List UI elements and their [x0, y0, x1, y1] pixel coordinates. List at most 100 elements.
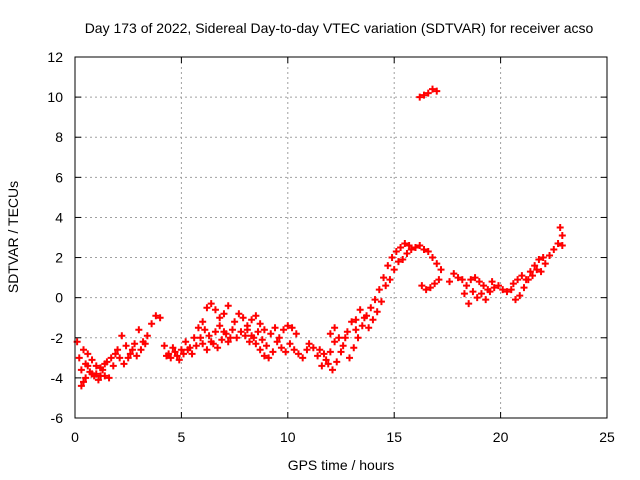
data-point — [324, 360, 332, 368]
data-point — [260, 352, 268, 360]
data-point — [254, 328, 262, 336]
data-point — [350, 344, 358, 352]
data-point — [450, 270, 458, 278]
data-point — [424, 89, 432, 97]
data-point — [486, 288, 494, 296]
data-point — [424, 248, 432, 256]
data-point — [416, 242, 424, 250]
y-tick-label: -4 — [51, 370, 64, 386]
data-point — [516, 292, 524, 300]
data-point — [109, 362, 117, 370]
data-point — [224, 302, 232, 310]
data-point — [331, 324, 339, 332]
data-point — [105, 374, 113, 382]
data-point — [303, 346, 311, 354]
data-point — [418, 282, 426, 290]
data-point — [137, 346, 145, 354]
data-point — [437, 266, 445, 274]
data-point — [124, 354, 132, 362]
data-point — [218, 336, 226, 344]
data-point — [405, 242, 413, 250]
data-point — [284, 322, 292, 330]
data-point — [184, 346, 192, 354]
data-point — [182, 338, 190, 346]
data-point — [207, 300, 215, 308]
data-point — [326, 330, 334, 338]
data-point — [360, 314, 368, 322]
data-point — [292, 330, 300, 338]
plot-frame — [74, 56, 608, 419]
data-point — [469, 288, 477, 296]
data-point — [488, 278, 496, 286]
data-point — [120, 360, 128, 368]
data-point — [358, 322, 366, 330]
data-point — [333, 358, 341, 366]
data-point — [494, 282, 502, 290]
data-point — [231, 318, 239, 326]
data-point — [271, 324, 279, 332]
data-point — [101, 360, 109, 368]
data-point — [177, 346, 185, 354]
data-point — [277, 344, 285, 352]
data-point — [160, 342, 168, 350]
data-point — [148, 320, 156, 328]
data-point — [348, 318, 356, 326]
data-point — [92, 362, 100, 370]
data-point — [514, 276, 522, 284]
data-point — [535, 256, 543, 264]
data-point — [97, 372, 105, 380]
data-point — [111, 350, 119, 358]
data-point — [346, 354, 354, 362]
data-point — [273, 338, 281, 346]
data-point — [258, 336, 266, 344]
data-point — [431, 280, 439, 288]
data-point — [203, 346, 211, 354]
data-point — [309, 344, 317, 352]
data-point — [392, 248, 400, 256]
chart-title: Day 173 of 2022, Sidereal Day-to-day VTE… — [85, 20, 594, 36]
data-point — [143, 332, 151, 340]
data-point — [403, 250, 411, 258]
data-point — [518, 272, 526, 280]
x-axis-title: GPS time / hours — [288, 457, 395, 473]
data-point — [318, 362, 326, 370]
data-point — [80, 346, 88, 354]
data-point — [233, 334, 241, 342]
data-point — [239, 314, 247, 322]
data-point — [152, 312, 160, 320]
data-point — [407, 246, 415, 254]
data-point — [401, 240, 409, 248]
data-point — [352, 326, 360, 334]
data-point — [558, 231, 566, 239]
data-point — [77, 366, 85, 374]
data-point — [214, 344, 222, 352]
data-point — [435, 276, 443, 284]
data-point — [241, 332, 249, 340]
x-tick-label: 15 — [386, 429, 402, 445]
data-point — [314, 352, 322, 360]
x-tick-label: 10 — [280, 429, 296, 445]
data-point — [467, 276, 475, 284]
data-point — [156, 314, 164, 322]
data-point — [290, 346, 298, 354]
data-point — [558, 242, 566, 250]
data-point — [499, 286, 507, 294]
data-point — [473, 294, 481, 302]
data-point — [294, 350, 302, 358]
data-point — [194, 324, 202, 332]
data-point — [341, 334, 349, 342]
data-point — [533, 266, 541, 274]
data-point — [237, 328, 245, 336]
data-point — [228, 326, 236, 334]
data-point — [554, 240, 562, 248]
data-point — [386, 276, 394, 284]
y-tick-label: 10 — [47, 89, 63, 105]
data-point — [114, 346, 122, 354]
data-point — [463, 282, 471, 290]
data-point — [94, 376, 102, 384]
data-point — [256, 346, 264, 354]
data-point — [226, 334, 234, 342]
y-tick-label: 6 — [55, 169, 63, 185]
data-point — [382, 282, 390, 290]
